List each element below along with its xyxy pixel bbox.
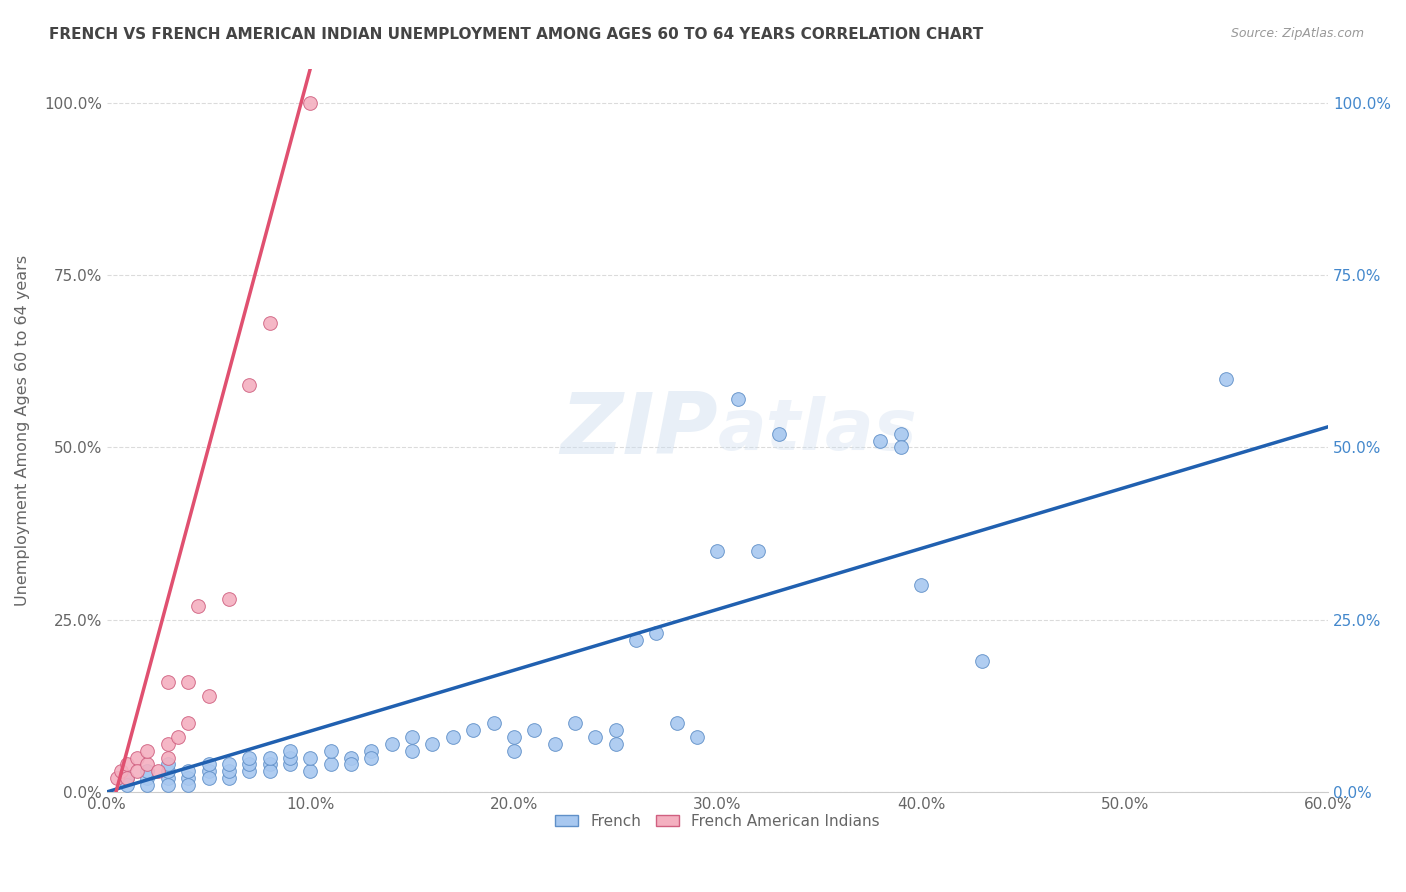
Point (238, 764, 260, 779)
Point (115, 778, 138, 792)
Point (564, 716, 586, 731)
Point (127, 764, 149, 779)
Point (890, 441, 912, 455)
Point (869, 434, 891, 448)
Point (110, 764, 132, 779)
Point (177, 674, 200, 689)
Point (605, 737, 627, 751)
Point (156, 764, 179, 779)
Point (523, 723, 546, 737)
Point (665, 716, 688, 731)
Point (197, 689, 219, 703)
Point (218, 757, 240, 772)
Point (970, 654, 993, 668)
Point (583, 730, 606, 744)
Point (156, 737, 179, 751)
Legend: French, French American Indians: French, French American Indians (548, 808, 886, 835)
Point (340, 757, 363, 772)
Point (238, 378, 260, 392)
Point (319, 744, 342, 758)
Point (768, 426, 790, 441)
Point (727, 392, 749, 407)
Point (136, 764, 159, 779)
Point (167, 730, 190, 744)
Point (340, 750, 363, 764)
Point (401, 730, 423, 744)
Point (197, 757, 219, 772)
Point (463, 723, 485, 737)
Point (115, 757, 138, 772)
Point (238, 757, 260, 772)
Point (401, 744, 423, 758)
Point (136, 778, 159, 792)
Point (299, 750, 322, 764)
Point (482, 716, 505, 731)
Point (115, 771, 138, 785)
Point (605, 723, 627, 737)
Point (422, 737, 444, 751)
Point (259, 750, 281, 764)
Point (136, 771, 159, 785)
Text: ZIP: ZIP (560, 389, 717, 472)
Point (686, 730, 709, 744)
Point (177, 778, 200, 792)
Point (1215, 371, 1237, 385)
Point (278, 744, 301, 758)
Point (441, 730, 464, 744)
Point (259, 317, 281, 331)
Point (156, 778, 179, 792)
Point (502, 744, 524, 758)
Text: FRENCH VS FRENCH AMERICAN INDIAN UNEMPLOYMENT AMONG AGES 60 TO 64 YEARS CORRELAT: FRENCH VS FRENCH AMERICAN INDIAN UNEMPLO… (49, 27, 983, 42)
Text: atlas: atlas (717, 396, 917, 465)
Point (115, 771, 138, 785)
Point (502, 730, 524, 744)
Point (360, 750, 382, 764)
Point (278, 750, 301, 764)
Point (177, 716, 200, 731)
Point (156, 674, 179, 689)
Point (360, 744, 382, 758)
Point (624, 633, 647, 648)
Point (136, 757, 159, 772)
Point (238, 750, 260, 764)
Point (319, 757, 342, 772)
Point (197, 764, 219, 779)
Point (645, 626, 668, 640)
Point (299, 764, 322, 779)
Point (278, 757, 301, 772)
Point (543, 737, 565, 751)
Point (146, 764, 169, 779)
Point (747, 544, 769, 558)
Point (177, 764, 200, 779)
Point (706, 544, 728, 558)
Text: Source: ZipAtlas.com: Source: ZipAtlas.com (1230, 27, 1364, 40)
Point (177, 771, 200, 785)
Point (381, 737, 404, 751)
Point (218, 592, 240, 607)
Point (218, 771, 240, 785)
Y-axis label: Unemployment Among Ages 60 to 64 years: Unemployment Among Ages 60 to 64 years (15, 255, 30, 606)
Point (259, 757, 281, 772)
Point (105, 771, 128, 785)
Point (299, 95, 322, 110)
Point (890, 426, 912, 441)
Point (156, 757, 179, 772)
Point (127, 750, 149, 764)
Point (136, 744, 159, 758)
Point (218, 764, 240, 779)
Point (156, 771, 179, 785)
Point (197, 771, 219, 785)
Point (259, 764, 281, 779)
Point (910, 578, 932, 592)
Point (156, 750, 179, 764)
Point (187, 599, 209, 613)
